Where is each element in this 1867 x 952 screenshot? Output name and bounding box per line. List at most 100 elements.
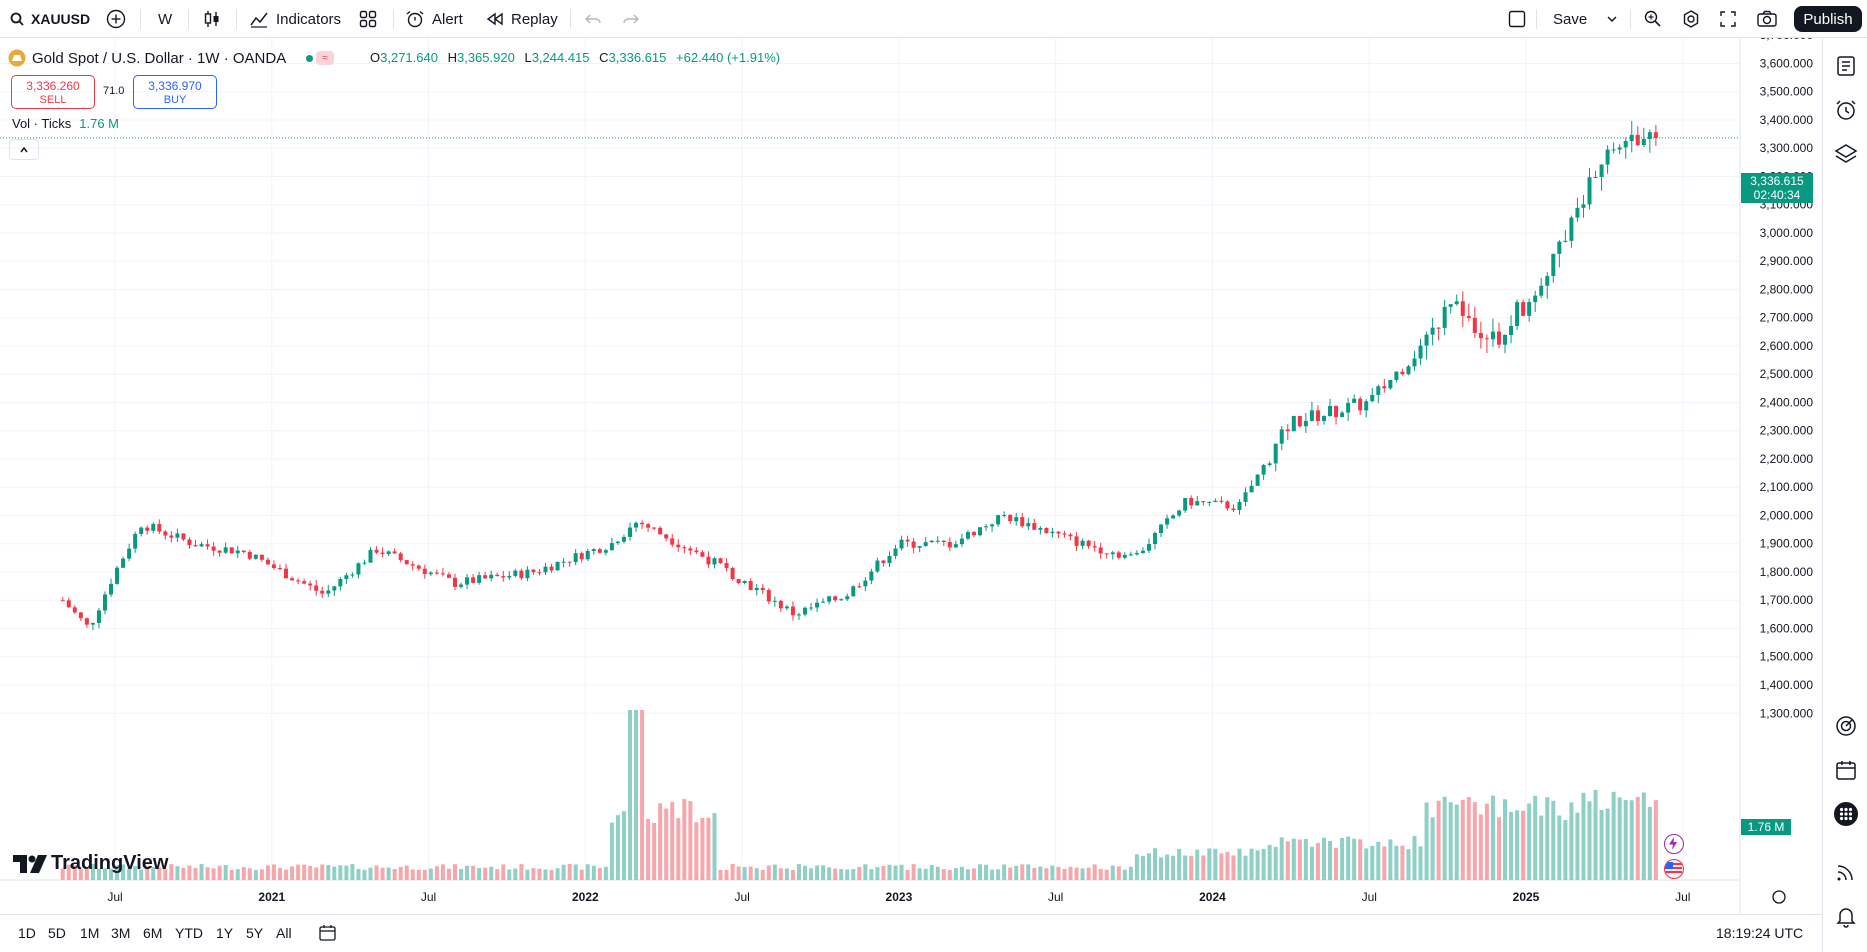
indicators-button[interactable]: Indicators (249, 0, 341, 38)
tradingview-logo[interactable]: TradingView (13, 852, 168, 875)
market-status[interactable]: ≈ (306, 51, 335, 65)
candle-body (1521, 302, 1526, 316)
volume-bar (374, 865, 379, 880)
event-lightning-icon[interactable] (1664, 834, 1684, 854)
market-open-dot (306, 54, 314, 62)
candle-body (984, 526, 989, 528)
range-1y[interactable]: 1Y (216, 925, 234, 941)
undo-button[interactable] (584, 0, 602, 38)
candle-body (519, 570, 524, 579)
candle-body (96, 610, 101, 623)
candle-body (887, 555, 892, 564)
volume-bar (284, 869, 289, 880)
save-button[interactable]: Save (1553, 0, 1587, 38)
fullscreen-button[interactable] (1719, 0, 1737, 38)
candle-body (845, 596, 850, 600)
save-label: Save (1553, 10, 1588, 28)
price-chart[interactable]: 3,700.000 3,600.000 3,500.000 3,400.000 3,30… (0, 38, 1822, 914)
symbol-legend[interactable]: Gold Spot / U.S. Dollar · 1W · OANDA ≈ (8, 48, 335, 68)
volume-bar (597, 868, 602, 880)
volume-bar (609, 822, 614, 880)
chart-type-button[interactable] (202, 0, 222, 38)
volume-bar (1014, 865, 1019, 880)
range-1d[interactable]: 1D (18, 925, 36, 941)
symbol-search[interactable]: XAUUSD (10, 0, 90, 38)
candle-body (1400, 371, 1405, 375)
volume-bar (350, 864, 355, 880)
quick-search-button[interactable] (1643, 0, 1663, 38)
screenshot-button[interactable] (1756, 0, 1778, 38)
volume-legend[interactable]: Vol · Ticks 1.76 M (12, 116, 119, 131)
candle-body (742, 581, 747, 584)
volume-bar (1442, 796, 1447, 880)
range-3m[interactable]: 3M (111, 925, 131, 941)
target-icon[interactable] (1834, 714, 1858, 738)
apps-icon[interactable] (1834, 802, 1858, 826)
candle-body (127, 548, 132, 559)
event-us-flag-icon[interactable] (1664, 859, 1684, 879)
bell-icon[interactable] (1834, 904, 1858, 928)
volume-bar (181, 867, 186, 880)
close-key: C (599, 50, 609, 65)
range-all[interactable]: All (276, 925, 292, 941)
volume-bar (1472, 802, 1477, 880)
candle-body (211, 546, 216, 551)
layouts-button[interactable] (358, 0, 378, 38)
range-ytd[interactable]: YTD (175, 925, 203, 941)
clock-timezone[interactable]: 18:19:24 UTC (1716, 914, 1803, 952)
volume-bar (127, 868, 132, 880)
candle-body (712, 558, 717, 565)
search-plus-icon (1644, 10, 1661, 27)
candle-body (827, 596, 832, 602)
settings-button[interactable] (1681, 0, 1701, 38)
range-5d[interactable]: 5D (48, 925, 66, 941)
interval-button[interactable]: W (158, 0, 172, 38)
candle-body (205, 544, 210, 547)
candle-body (1629, 134, 1634, 142)
publish-button[interactable]: Publish (1794, 6, 1862, 32)
last-price-tag: 3,336.615 02:40:34 (1741, 173, 1813, 203)
volume-bar (893, 865, 898, 880)
calendar-range-icon (319, 925, 336, 941)
axis-settings-icon[interactable] (1772, 890, 1786, 904)
candle-body (537, 572, 542, 574)
volume-bar (754, 868, 759, 880)
volume-bar (1171, 855, 1176, 880)
range-5y[interactable]: 5Y (246, 925, 264, 941)
alert-button[interactable]: Alert (405, 0, 463, 38)
range-1m[interactable]: 1M (80, 925, 100, 941)
candle-body (784, 606, 789, 609)
watchlist-icon[interactable] (1834, 54, 1858, 78)
chart-pane[interactable]: 3,700.000 3,600.000 3,500.000 3,400.000 3,30… (0, 38, 1822, 914)
volume-bar (591, 865, 596, 880)
alarm-clock-icon[interactable] (1834, 98, 1858, 122)
volume-bar (1454, 804, 1459, 880)
redo-button[interactable] (622, 0, 640, 38)
candle-body (634, 522, 639, 528)
time-tick-label: Jul (1048, 890, 1063, 904)
sell-button[interactable]: 3,336.260 SELL (11, 75, 95, 109)
candle-body (953, 544, 958, 548)
price-tick-label: 3,700.000 (1760, 38, 1814, 42)
broadcast-icon[interactable] (1834, 860, 1858, 884)
replay-button[interactable]: Replay (486, 0, 558, 38)
candle-body (1593, 177, 1598, 179)
volume-bar (1400, 845, 1405, 880)
buy-button[interactable]: 3,336.970 BUY (133, 75, 217, 109)
volume-bar (1340, 837, 1345, 880)
candle-body (1370, 394, 1375, 402)
calendar-icon[interactable] (1834, 758, 1858, 782)
save-menu-button[interactable] (1606, 0, 1618, 38)
volume-bar (507, 869, 512, 880)
layers-icon[interactable] (1834, 142, 1858, 166)
range-6m[interactable]: 6M (143, 925, 163, 941)
volume-bar (887, 864, 892, 880)
layout-toggle[interactable] (1507, 0, 1527, 38)
volume-bar (851, 869, 856, 880)
collapse-legend-button[interactable] (9, 139, 39, 160)
candle-body (1575, 207, 1580, 218)
date-range-button[interactable] (318, 914, 338, 952)
candle-body (1032, 523, 1037, 530)
compare-button[interactable] (106, 0, 126, 38)
volume-bar (1165, 854, 1170, 880)
